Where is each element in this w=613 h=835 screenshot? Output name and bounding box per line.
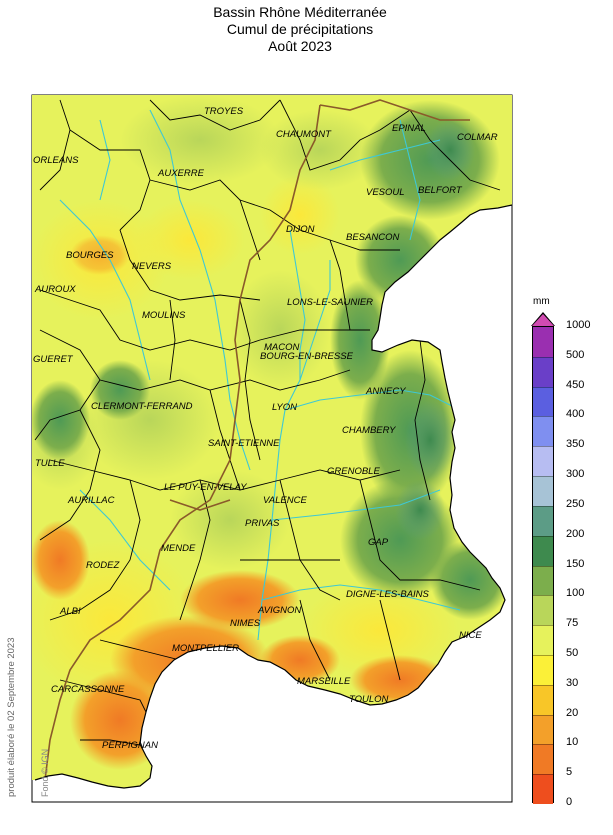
city-label: CARCASSONNE bbox=[51, 684, 125, 695]
legend-swatch bbox=[533, 654, 553, 685]
city-label: BELFORT bbox=[418, 185, 463, 196]
legend-swatch bbox=[533, 535, 553, 566]
legend-label: 450 bbox=[566, 378, 585, 391]
city-label: GUERET bbox=[33, 354, 74, 365]
city-label: DIGNE-LES-BAINS bbox=[346, 589, 430, 600]
city-label: GRENOBLE bbox=[327, 466, 380, 477]
legend-swatch bbox=[533, 714, 553, 745]
city-label: CHAMBERY bbox=[342, 425, 396, 436]
city-label: COLMAR bbox=[457, 132, 498, 143]
legend-swatch bbox=[533, 505, 553, 536]
production-credit: produit élaboré le 02 Septembre 2023 bbox=[6, 637, 17, 797]
legend-swatch bbox=[533, 565, 553, 596]
rivers bbox=[59, 109, 461, 641]
legend-unit: mm bbox=[533, 296, 550, 307]
city-label: RODEZ bbox=[86, 560, 120, 571]
legend-swatch bbox=[533, 595, 553, 626]
legend-swatch bbox=[533, 684, 553, 715]
city-label: PERPIGNAN bbox=[102, 740, 158, 751]
basin-border bbox=[44, 99, 470, 781]
legend-label: 75 bbox=[566, 617, 579, 630]
city-label: PRIVAS bbox=[245, 518, 280, 529]
city-label: GAP bbox=[368, 537, 389, 548]
city-label: DIJON bbox=[286, 224, 315, 235]
legend-label: 5 bbox=[566, 766, 573, 779]
title-line-2: Cumul de précipitations bbox=[226, 21, 374, 37]
legend-swatch bbox=[533, 446, 553, 477]
legend-label: 300 bbox=[566, 468, 585, 481]
city-label: NICE bbox=[459, 630, 482, 641]
legend-swatch bbox=[533, 416, 553, 447]
legend-label: 200 bbox=[566, 527, 585, 540]
basemap-credit: Fond © IGN bbox=[40, 748, 50, 797]
city-label: MARSEILLE bbox=[297, 676, 351, 687]
city-label: AUROUX bbox=[34, 284, 76, 295]
city-label: BESANCON bbox=[346, 232, 399, 243]
legend-arrow-icon bbox=[532, 314, 554, 326]
department-borders bbox=[34, 99, 501, 746]
city-label: SAINT-ETIENNE bbox=[208, 438, 280, 449]
city-label: CLERMONT-FERRAND bbox=[91, 401, 193, 412]
city-label: TULLE bbox=[35, 458, 65, 469]
city-label: MACON bbox=[264, 342, 300, 353]
legend-swatch bbox=[533, 386, 553, 417]
legend-label: 500 bbox=[566, 348, 585, 361]
border-coastline bbox=[34, 204, 513, 789]
city-label: BOURG-EN-BRESSE bbox=[260, 351, 354, 362]
city-label: LONS-LE-SAUNIER bbox=[287, 297, 373, 308]
title-line-3: Août 2023 bbox=[268, 38, 332, 54]
legend-label: 30 bbox=[566, 676, 579, 689]
city-label: LE PUY-EN-VELAY bbox=[164, 482, 247, 493]
legend-color-bar bbox=[532, 326, 554, 804]
legend-label: 10 bbox=[566, 736, 579, 749]
legend-label: 100 bbox=[566, 587, 585, 600]
legend-label: 0 bbox=[566, 796, 573, 808]
city-label: AURILLAC bbox=[67, 495, 115, 506]
city-labels: TROYES CHAUMONT EPINAL COLMAR ORLEANS AUXERRE… bbox=[33, 106, 498, 751]
legend-swatch bbox=[533, 327, 553, 357]
legend-label: 50 bbox=[566, 646, 579, 659]
city-label: CHAUMONT bbox=[276, 129, 332, 140]
title-line-1: Bassin Rhône Méditerranée bbox=[213, 4, 387, 20]
legend-label: 400 bbox=[566, 408, 585, 421]
city-label: NIMES bbox=[230, 618, 261, 629]
city-label: LYON bbox=[272, 402, 297, 413]
city-label: VALENCE bbox=[263, 495, 307, 506]
legend-label: 20 bbox=[566, 706, 579, 719]
city-label: MONTPELLIER bbox=[172, 643, 239, 654]
legend-swatch bbox=[533, 744, 553, 775]
legend-swatch bbox=[533, 356, 553, 387]
city-label: ORLEANS bbox=[33, 155, 79, 166]
city-label: TROYES bbox=[204, 106, 244, 117]
city-label: NEVERS bbox=[132, 261, 172, 272]
legend-swatch bbox=[533, 476, 553, 506]
city-label: AUXERRE bbox=[157, 168, 205, 179]
legend-swatch bbox=[533, 774, 553, 804]
city-label: ANNECY bbox=[365, 386, 406, 397]
city-label: ALBI bbox=[59, 606, 81, 617]
city-label: MENDE bbox=[161, 543, 196, 554]
city-label: TOULON bbox=[349, 694, 389, 705]
map-title: Bassin Rhône Méditerranée Cumul de préci… bbox=[0, 4, 600, 55]
city-label: VESOUL bbox=[366, 187, 405, 198]
legend-label: 350 bbox=[566, 438, 585, 451]
legend-label: 150 bbox=[566, 557, 585, 570]
city-label: BOURGES bbox=[66, 250, 114, 261]
legend-label: 250 bbox=[566, 497, 585, 510]
city-label: AVIGNON bbox=[257, 605, 301, 616]
legend-label: 1000 bbox=[566, 319, 591, 331]
city-label: EPINAL bbox=[392, 123, 426, 134]
legend-swatch bbox=[533, 625, 553, 655]
city-label: MOULINS bbox=[142, 310, 186, 321]
